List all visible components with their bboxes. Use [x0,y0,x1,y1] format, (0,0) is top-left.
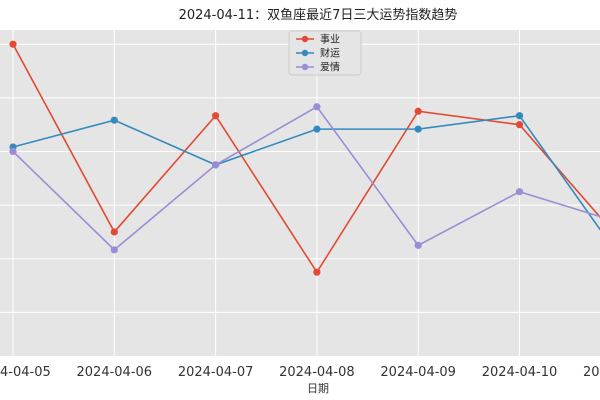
data-point [212,112,220,120]
data-point [515,112,524,120]
x-tick-label: 2024-04-09 [380,365,456,380]
data-point [212,161,220,169]
data-point [110,116,118,124]
series-layer [9,40,600,276]
chart-title: 2024-04-11：双鱼座最近7日三大运势指数趋势 [179,7,458,23]
series-爱情 [9,103,600,254]
x-tick-label: 2024-04-10 [482,365,558,380]
data-point [9,147,17,156]
data-point [9,40,17,48]
legend-marker [301,35,309,43]
legend-label: 事业 [320,33,340,46]
legend-marker [301,49,309,57]
legend-label: 财运 [320,47,340,60]
data-point [515,121,524,129]
data-point [414,125,422,133]
x-tick-label: 2024-04-08 [279,365,355,380]
x-axis-label: 日期 [307,382,329,395]
data-point [414,107,422,115]
x-tick-label: 2024-04-05 [0,365,51,380]
data-point [110,246,118,254]
data-point [515,188,524,196]
data-point [414,241,422,249]
x-tick-label: 2024-04-07 [178,365,254,380]
plot-area [0,30,600,356]
data-point [313,103,321,111]
x-tick-labels: 2024-04-05 2024-04-06 2024-04-07 2024-04-08… [0,365,600,380]
x-tick-label: 2024-04-06 [77,365,153,380]
x-tick-label: 2024-04-11 [583,365,600,380]
legend-entry: 爱情 [296,61,340,74]
legend-entry: 事业 [296,33,340,46]
legend-entry: 财运 [296,47,340,60]
data-point [110,228,118,236]
legend-marker [301,63,309,71]
legend-box [288,30,362,76]
series-事业 [9,40,600,276]
legend-label: 爱情 [320,61,340,74]
data-point [313,125,321,133]
data-point [313,268,321,276]
